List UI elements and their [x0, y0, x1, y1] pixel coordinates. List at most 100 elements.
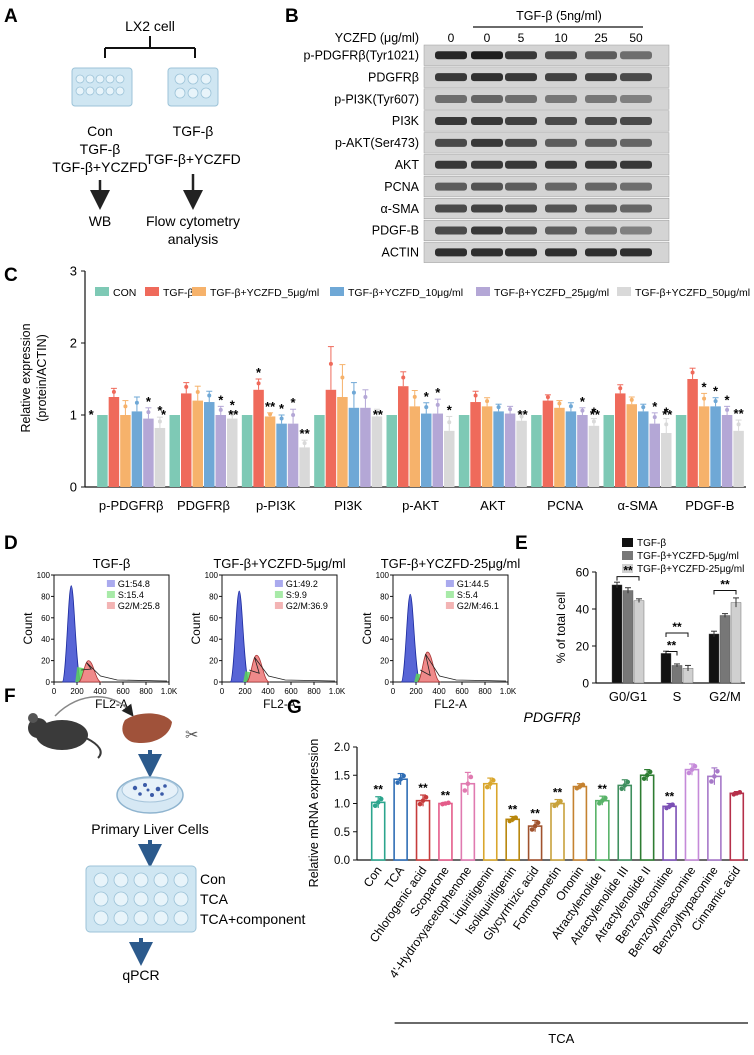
- blot-band-5-4: [585, 160, 617, 169]
- e-bracket-2: [665, 632, 689, 638]
- c-legend-swatch-0: [95, 287, 109, 296]
- panel-f-letter: F: [4, 686, 16, 707]
- flow-2-legend-swatch-0: [445, 580, 454, 587]
- g-dot-10-0: [597, 801, 602, 806]
- c-bar-2-0: [241, 415, 253, 487]
- flow-0-ytick-label-3: 60: [41, 614, 50, 623]
- c-bar-1-3: [204, 402, 215, 487]
- g-dot-2-0: [417, 801, 423, 807]
- g-dot-4-1: [465, 781, 471, 787]
- g-dot-10-1: [600, 798, 605, 803]
- liver-icon: [122, 713, 172, 744]
- flow-2-legend-swatch-2: [445, 602, 454, 609]
- c-bar-0-5: [154, 427, 166, 487]
- flow-0-xtick-label-5: 1.0K: [161, 687, 178, 696]
- g-sig-6: **: [508, 802, 518, 816]
- g-dot-11-2: [625, 779, 631, 785]
- g-bar-15: [707, 775, 722, 861]
- g-ytick-label-3: 1.5: [334, 770, 350, 782]
- e-legend-swatch-2: [622, 564, 633, 573]
- blot-band-5-2: [505, 160, 537, 169]
- flow-1-xtick-label-3: 600: [284, 687, 298, 696]
- g-dot-7-2: [535, 820, 541, 826]
- g-bar-13: [662, 805, 677, 861]
- g-dot-14-2: [692, 763, 698, 769]
- c-bar-1-1: [181, 393, 192, 487]
- g-dot-14-1: [689, 767, 695, 772]
- c-dot-8-1: [690, 370, 695, 375]
- g-bar-0: [370, 801, 386, 861]
- g-dot-1-0: [395, 780, 400, 785]
- c-sig-19: **: [590, 407, 601, 422]
- c-ylabel-2: (protein/ACTIN): [35, 334, 49, 422]
- flow-0-legend-1: S:15.4: [118, 590, 144, 600]
- c-bar-6-0: [531, 415, 542, 487]
- panel-a-letter: A: [4, 6, 18, 27]
- c-bar-6-3: [565, 411, 577, 487]
- c-dot-7-3: [641, 405, 646, 410]
- blot-label-6: PCNA: [384, 180, 419, 194]
- c-xtick-label-1: PDGFRβ: [177, 498, 230, 513]
- blot-band-1-1: [471, 73, 503, 82]
- blot-band-3-5: [620, 116, 652, 125]
- c-sig-21: *: [664, 405, 670, 420]
- flow-1-legend-swatch-1: [274, 591, 283, 598]
- flow-2-ytick-label-5: 100: [376, 571, 390, 580]
- dose-label-1: 0: [484, 31, 491, 45]
- c-bar-8-0: [675, 415, 687, 487]
- blot-band-2-3: [545, 95, 577, 104]
- flow-0-xtick-label-3: 600: [116, 687, 130, 696]
- blot-band-4-1: [471, 138, 503, 147]
- blot-band-1-5: [620, 73, 652, 82]
- c-sig-1: *: [146, 394, 152, 409]
- c-bar-0-1: [108, 397, 120, 487]
- c-xtick-label-3: PI3K: [334, 498, 363, 513]
- c-bar-5-0: [458, 415, 470, 487]
- c-dot-6-1: [545, 395, 550, 400]
- flow-0-xlabel: FL2-A: [95, 697, 128, 711]
- g-sig-2: **: [418, 781, 428, 795]
- e-bracket-3: [713, 590, 737, 595]
- c-bar-5-2: [481, 406, 493, 487]
- c-sig-26: **: [734, 406, 745, 421]
- c-xtick-label-6: PCNA: [547, 498, 583, 513]
- c-dot-5-4: [508, 407, 513, 412]
- c-dot-4-3: [424, 405, 429, 410]
- c-sig-0: *: [89, 407, 95, 422]
- blot-band-9-2: [505, 248, 537, 257]
- group-tgf: TGF-β: [80, 141, 121, 157]
- c-dot-2-1: [256, 381, 261, 386]
- e-bracket-1: [665, 651, 678, 656]
- g-dot-2-2: [423, 794, 429, 800]
- c-legend-label-4: TGF-β+YCZFD_25μg/ml: [494, 287, 609, 299]
- flow-0-ytick-label-0: 0: [46, 678, 51, 687]
- g-bar-10: [595, 799, 610, 861]
- blot-label-2: p-PI3K(Tyr607): [334, 92, 419, 106]
- well-plate-icon: [85, 865, 197, 933]
- c-bar-4-2: [409, 406, 420, 487]
- e-bar-1-0: [660, 653, 672, 684]
- c-sig-17: *: [580, 394, 586, 409]
- flow-0-legend-swatch-0: [106, 580, 115, 587]
- blot-band-8-0: [435, 226, 467, 235]
- blot-label-9: ACTIN: [382, 246, 420, 260]
- flow-2-legend-swatch-1: [445, 591, 454, 598]
- g-dot-3-2: [446, 800, 451, 806]
- blot-band-0-0: [435, 51, 467, 60]
- c-dot-4-5: [447, 420, 452, 425]
- c-dot-6-2: [557, 401, 562, 406]
- mouse-icon: [28, 713, 102, 759]
- blot-band-5-3: [545, 160, 577, 169]
- g-dot-8-2: [558, 798, 563, 804]
- flow-0-xtick-label-1: 200: [70, 687, 84, 696]
- c-legend-swatch-3: [330, 287, 344, 296]
- blot-label-3: PI3K: [392, 114, 420, 128]
- dose-label-0: 0: [448, 31, 455, 45]
- e-ytick-label-3: 60: [576, 566, 590, 580]
- e-ytick-label-0: 0: [582, 677, 589, 691]
- dose-label-5: 50: [629, 31, 643, 45]
- c-dot-2-4: [291, 413, 296, 417]
- c-legend-swatch-4: [476, 287, 490, 296]
- c-bar-4-4: [432, 413, 443, 487]
- c-dot-3-5: [374, 410, 379, 415]
